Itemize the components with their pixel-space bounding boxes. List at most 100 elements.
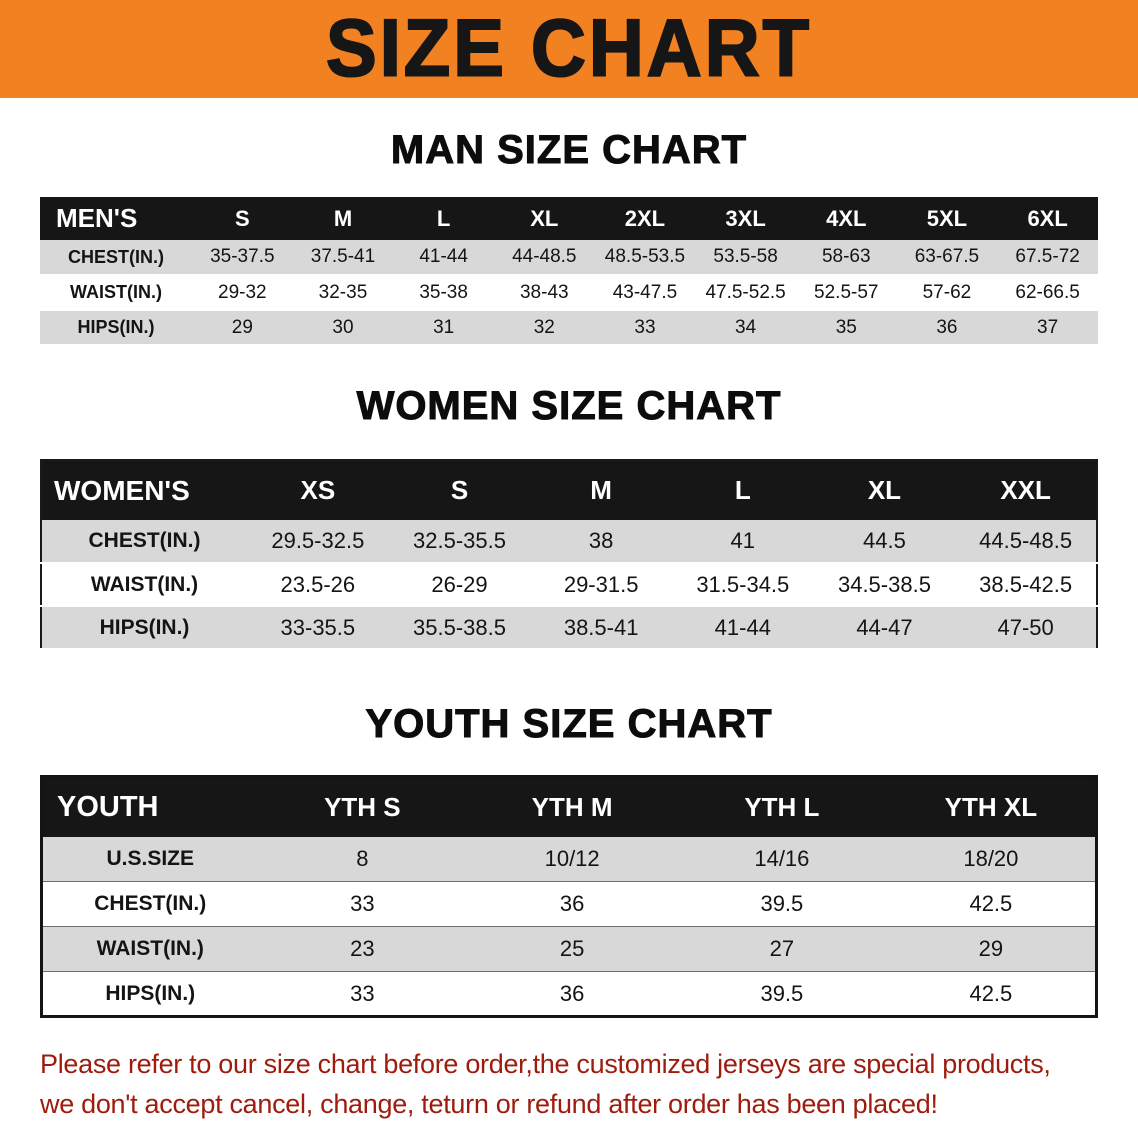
value-cell: 43-47.5 bbox=[612, 281, 678, 303]
value-cell: 35 bbox=[835, 316, 857, 338]
table-header-row: MEN'S S M L XL 2XL 3XL 4XL 5XL 6XL bbox=[40, 197, 1098, 240]
youth-size-section: YOUTH SIZE CHART YOUTH YTH S YTH M YTH L YTH… bbox=[0, 702, 1138, 1018]
size-header-cell: YTH L bbox=[677, 776, 887, 837]
table-row: HIPS(IN.) 29 30 31 32 33 34 35 36 37 bbox=[40, 310, 1098, 345]
value-cell: 31.5-34.5 bbox=[696, 571, 790, 597]
size-header-cell: M bbox=[292, 197, 394, 240]
value-cell: 44.5-48.5 bbox=[979, 528, 1073, 553]
table-row: U.S.SIZE 8 10/12 14/16 18/20 bbox=[41, 836, 1097, 882]
size-header-cell: 4XL bbox=[795, 197, 897, 240]
table-header-row: YOUTH YTH S YTH M YTH L YTH XL bbox=[41, 776, 1097, 837]
order-notice: Please refer to our size chart before or… bbox=[40, 1044, 1138, 1124]
value-cell: 29-32 bbox=[218, 281, 267, 303]
row-label-cell: WAIST(IN.) bbox=[90, 572, 199, 596]
table-row: WAIST(IN.) 23 25 27 29 bbox=[41, 926, 1097, 972]
page-title: SIZE CHART bbox=[325, 3, 812, 94]
value-cell: 31 bbox=[433, 316, 455, 338]
value-cell: 63-67.5 bbox=[914, 246, 980, 267]
value-cell: 39.5 bbox=[760, 980, 804, 1006]
size-chart-banner: SIZE CHART bbox=[0, 0, 1138, 98]
value-cell: 42.5 bbox=[969, 980, 1013, 1006]
size-header-cell: XL bbox=[493, 197, 595, 240]
size-header-cell: XS bbox=[247, 460, 389, 520]
value-cell: 39.5 bbox=[760, 891, 804, 916]
size-header-cell: 6XL bbox=[997, 197, 1098, 240]
size-header-cell: S bbox=[192, 197, 293, 240]
value-cell: 52.5-57 bbox=[814, 281, 879, 303]
size-header-cell: XXL bbox=[955, 460, 1097, 520]
women-size-section: WOMEN SIZE CHART WOMEN'S XS S M L XL XXL CHEST(… bbox=[0, 384, 1138, 650]
row-label-cell: WAIST(IN.) bbox=[96, 937, 204, 960]
value-cell: 38.5-41 bbox=[563, 614, 639, 640]
value-cell: 14/16 bbox=[754, 845, 810, 871]
men-size-section: MAN SIZE CHART MEN'S S M L XL 2XL 3XL 4XL 5XL 6XL… bbox=[0, 128, 1138, 346]
value-cell: 35.5-38.5 bbox=[413, 614, 506, 640]
value-cell: 30 bbox=[332, 316, 354, 338]
women-section-heading: WOMEN SIZE CHART bbox=[356, 384, 782, 429]
size-header-cell: XL bbox=[813, 460, 956, 520]
value-cell: 18/20 bbox=[963, 845, 1019, 871]
value-cell: 33 bbox=[634, 316, 656, 338]
row-label-cell: HIPS(IN.) bbox=[99, 615, 190, 639]
value-cell: 47-50 bbox=[997, 614, 1054, 640]
size-header-cell: S bbox=[388, 460, 531, 520]
value-cell: 41-44 bbox=[714, 614, 771, 640]
value-cell: 67.5-72 bbox=[1015, 246, 1080, 267]
value-cell: 41 bbox=[730, 528, 756, 553]
value-cell: 8 bbox=[356, 845, 369, 871]
size-header-cell: YTH M bbox=[467, 776, 677, 837]
size-header-cell: L bbox=[671, 460, 814, 520]
table-row: WAIST(IN.) 29-32 32-35 35-38 38-43 43-47.5 47.… bbox=[40, 275, 1098, 310]
table-row: CHEST(IN.) 29.5-32.5 32.5-35.5 38 41 44.5 44.5… bbox=[41, 520, 1097, 563]
men-section-heading: MAN SIZE CHART bbox=[390, 128, 748, 173]
value-cell: 35-38 bbox=[419, 281, 468, 303]
value-cell: 36 bbox=[559, 891, 585, 916]
value-cell: 26-29 bbox=[431, 571, 488, 597]
value-cell: 23 bbox=[350, 936, 375, 961]
value-cell: 29 bbox=[978, 936, 1004, 961]
value-cell: 29-31.5 bbox=[563, 571, 639, 597]
size-header-cell: L bbox=[393, 197, 494, 240]
size-header-cell: 3XL bbox=[695, 197, 796, 240]
value-cell: 38.5-42.5 bbox=[979, 571, 1073, 597]
value-cell: 29 bbox=[231, 316, 253, 338]
value-cell: 41-44 bbox=[419, 246, 468, 267]
row-label-cell: U.S.SIZE bbox=[106, 846, 195, 870]
value-cell: 34.5-38.5 bbox=[837, 571, 931, 597]
women-size-table: WOMEN'S XS S M L XL XXL CHEST(IN.) 29.5-32.5 32.5… bbox=[40, 459, 1098, 650]
table-row: HIPS(IN.) 33 36 39.5 42.5 bbox=[41, 971, 1097, 1017]
value-cell: 32.5-35.5 bbox=[413, 528, 506, 553]
size-header-cell: YTH XL bbox=[886, 776, 1097, 837]
value-cell: 62-66.5 bbox=[1015, 281, 1080, 303]
value-cell: 33-35.5 bbox=[280, 614, 356, 640]
value-cell: 36 bbox=[559, 980, 585, 1006]
size-header-cell: M bbox=[530, 460, 672, 520]
value-cell: 37 bbox=[1037, 316, 1059, 338]
row-label-cell: HIPS(IN.) bbox=[105, 981, 196, 1005]
value-cell: 42.5 bbox=[969, 891, 1013, 916]
value-cell: 33 bbox=[350, 980, 375, 1006]
value-cell: 44-47 bbox=[856, 614, 913, 640]
value-cell: 10/12 bbox=[544, 845, 600, 871]
men-size-table: MEN'S S M L XL 2XL 3XL 4XL 5XL 6XL CHEST(IN.) 35-37… bbox=[40, 197, 1098, 346]
row-label-cell: CHEST(IN.) bbox=[68, 246, 164, 267]
table-title-cell: WOMEN'S bbox=[41, 460, 247, 520]
size-header-cell: 5XL bbox=[896, 197, 998, 240]
value-cell: 33 bbox=[350, 891, 375, 916]
row-label-cell: HIPS(IN.) bbox=[77, 317, 155, 337]
table-row: HIPS(IN.) 33-35.5 35.5-38.5 38.5-41 41-44 44-… bbox=[41, 606, 1097, 649]
value-cell: 32-35 bbox=[318, 281, 368, 303]
table-row: CHEST(IN.) 35-37.5 37.5-41 41-44 44-48.5 48.5… bbox=[40, 240, 1098, 275]
value-cell: 44-48.5 bbox=[512, 246, 577, 267]
table-title-cell: YOUTH bbox=[41, 776, 258, 837]
row-label-cell: WAIST(IN.) bbox=[70, 282, 162, 302]
value-cell: 47.5-52.5 bbox=[705, 281, 786, 303]
value-cell: 23.5-26 bbox=[280, 571, 356, 597]
value-cell: 36 bbox=[936, 316, 958, 338]
value-cell: 27 bbox=[769, 936, 795, 961]
table-header-row: WOMEN'S XS S M L XL XXL bbox=[41, 460, 1097, 520]
value-cell: 57-62 bbox=[922, 281, 972, 303]
notice-line-1: Please refer to our size chart before or… bbox=[40, 1049, 1051, 1079]
value-cell: 48.5-53.5 bbox=[604, 246, 686, 267]
